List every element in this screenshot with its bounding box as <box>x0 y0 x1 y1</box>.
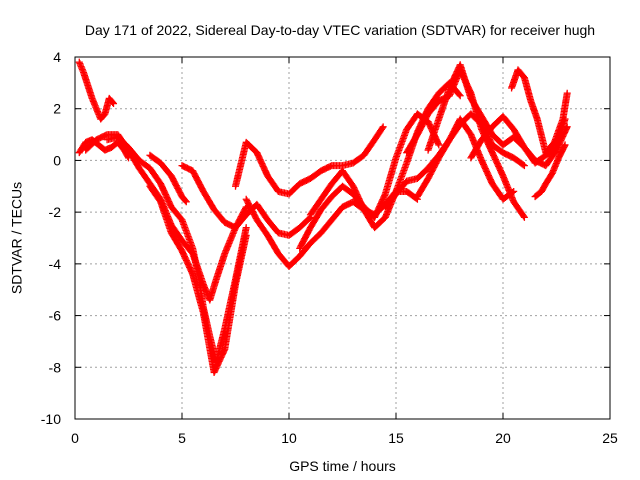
y-tick-label: -8 <box>49 359 62 375</box>
x-tick-label: 5 <box>178 430 186 446</box>
data-point <box>378 124 386 132</box>
series-sat-g <box>146 151 190 206</box>
series-sat-r <box>467 112 569 167</box>
y-tick-label: -4 <box>49 256 62 272</box>
x-tick-label: 20 <box>495 430 511 446</box>
y-tick-label: -6 <box>49 308 62 324</box>
series-sat-e <box>146 182 250 376</box>
y-tick-label: 4 <box>53 49 61 65</box>
data-point <box>520 162 528 170</box>
data-point <box>561 115 569 123</box>
data-point <box>519 161 527 169</box>
x-tick-label: 10 <box>281 430 297 446</box>
data-point <box>109 99 117 107</box>
y-tick-label: 0 <box>53 152 61 168</box>
data-point <box>181 197 189 205</box>
axis-ticks: 0 5 10 15 20 25 -10 -8 -6 -4 -2 0 2 4 <box>41 49 618 446</box>
y-tick-label: 2 <box>53 101 61 117</box>
data-point <box>110 100 118 108</box>
data-point <box>379 123 387 131</box>
y-tick-label: -10 <box>41 411 61 427</box>
data-point <box>520 212 528 220</box>
plot-frame <box>74 56 611 420</box>
data-point <box>563 89 571 97</box>
data-point <box>456 92 464 100</box>
grid <box>75 57 610 419</box>
x-tick-label: 25 <box>602 430 618 446</box>
y-tick-label: -2 <box>49 204 62 220</box>
series-sat-a <box>75 58 118 123</box>
x-tick-label: 15 <box>388 430 404 446</box>
series-sat-o <box>413 110 528 201</box>
series-sat-q <box>531 141 569 201</box>
series-sat-f <box>178 162 314 239</box>
y-axis-label: SDTVAR / TECUs <box>9 182 25 294</box>
data-point <box>305 214 313 222</box>
data-point <box>455 91 463 99</box>
series-sat-n <box>424 61 571 170</box>
data-point <box>242 224 250 232</box>
chart-title: Day 171 of 2022, Sidereal Day-to-day VTE… <box>85 22 595 38</box>
data-point <box>242 231 250 239</box>
x-tick-label: 0 <box>71 430 79 446</box>
data-point <box>182 198 190 206</box>
data-point <box>561 141 569 149</box>
data-point <box>520 213 528 221</box>
data-series <box>75 58 571 376</box>
x-axis-label: GPS time / hours <box>289 458 396 474</box>
series-sat-h <box>232 123 387 198</box>
data-point <box>435 141 443 149</box>
